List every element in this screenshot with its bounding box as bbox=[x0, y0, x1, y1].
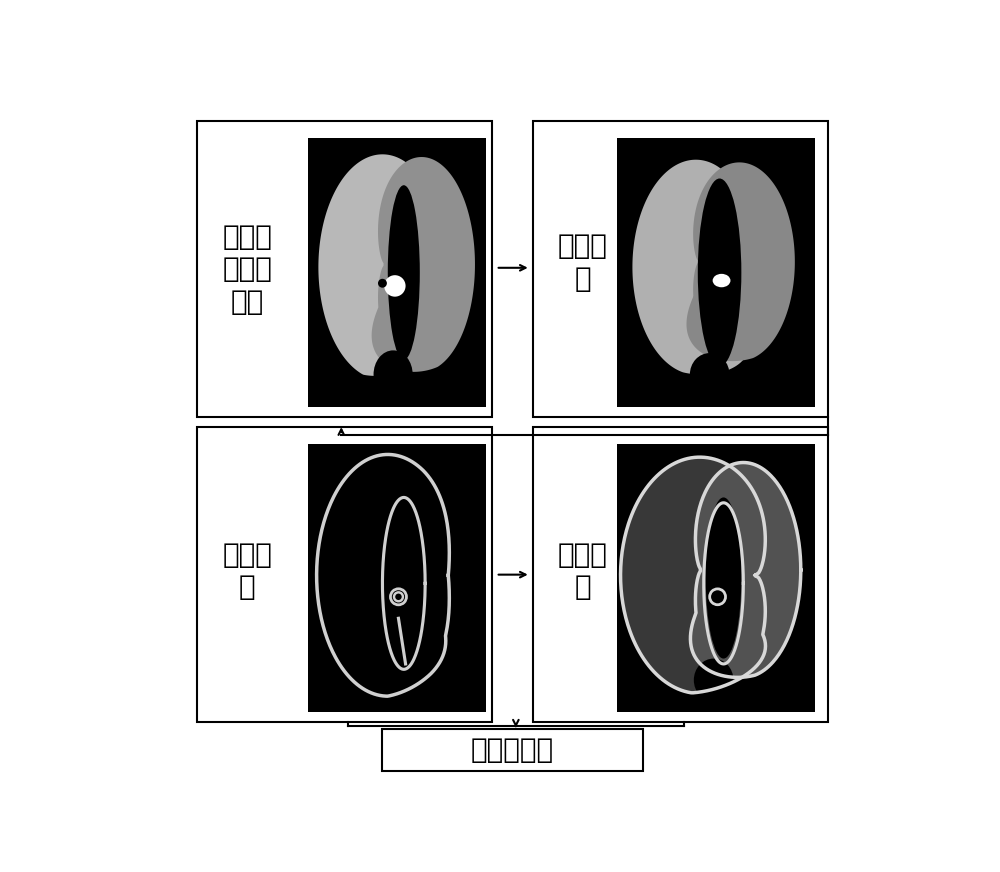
Polygon shape bbox=[621, 457, 765, 693]
Polygon shape bbox=[632, 160, 750, 375]
Bar bbox=[533, 427, 828, 722]
Polygon shape bbox=[690, 462, 801, 678]
Bar bbox=[617, 444, 815, 712]
Circle shape bbox=[378, 279, 387, 288]
Polygon shape bbox=[318, 154, 439, 376]
Ellipse shape bbox=[690, 353, 729, 396]
Bar bbox=[382, 729, 643, 771]
Ellipse shape bbox=[384, 276, 406, 296]
Ellipse shape bbox=[694, 658, 733, 702]
Polygon shape bbox=[686, 162, 795, 361]
Text: 标签数
据格式
转换: 标签数 据格式 转换 bbox=[222, 222, 272, 316]
Bar bbox=[308, 138, 486, 406]
Bar bbox=[533, 121, 828, 417]
Ellipse shape bbox=[706, 497, 741, 658]
Bar bbox=[308, 444, 486, 712]
Bar bbox=[197, 427, 492, 722]
Text: 图像腐
蚀: 图像腐 蚀 bbox=[558, 232, 608, 293]
Text: 标签融
合: 标签融 合 bbox=[558, 542, 608, 602]
Polygon shape bbox=[372, 157, 475, 371]
Bar bbox=[197, 121, 492, 417]
Ellipse shape bbox=[388, 185, 420, 360]
Ellipse shape bbox=[374, 351, 413, 399]
Ellipse shape bbox=[713, 274, 730, 287]
Ellipse shape bbox=[698, 179, 741, 366]
Bar bbox=[617, 138, 815, 406]
Text: 索引图制作: 索引图制作 bbox=[471, 736, 554, 764]
Text: 提取边
界: 提取边 界 bbox=[222, 542, 272, 602]
